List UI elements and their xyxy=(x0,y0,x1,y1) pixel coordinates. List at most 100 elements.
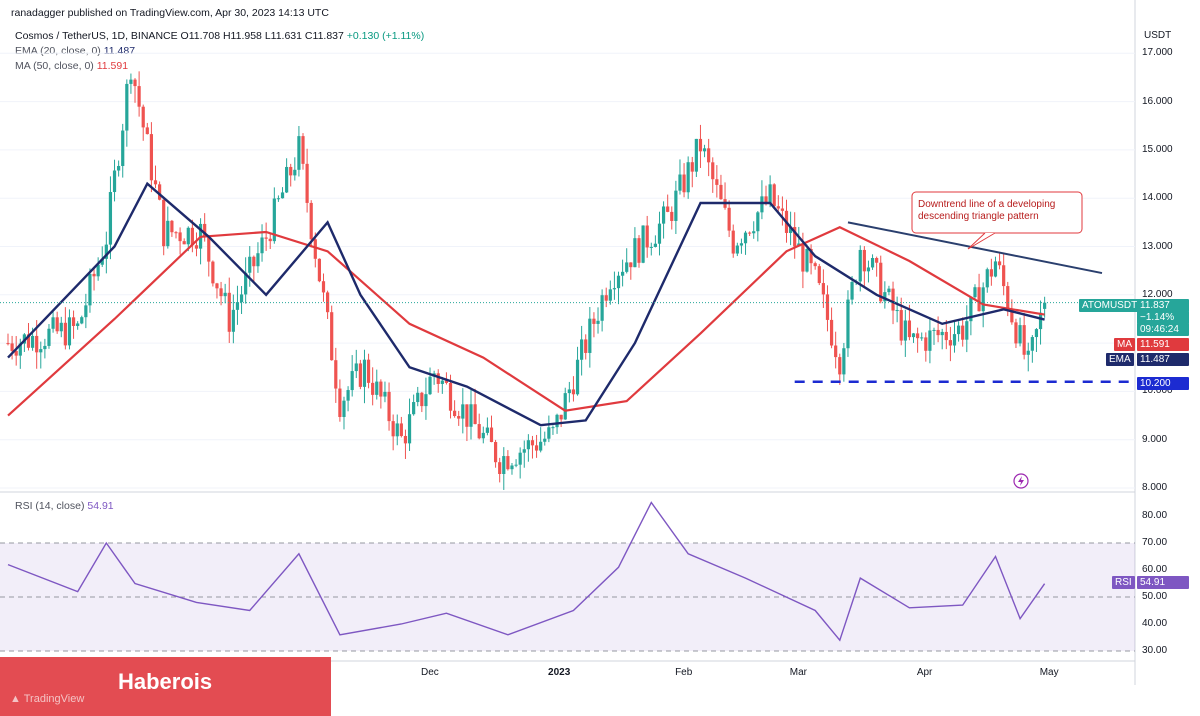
rsi-legend[interactable]: RSI (14, close) 54.91 xyxy=(15,500,114,512)
candle-body xyxy=(63,322,67,346)
candle-body xyxy=(125,83,129,131)
candle-body xyxy=(920,337,924,339)
candle-body xyxy=(366,359,371,383)
watermark-text: Haberois xyxy=(118,669,213,694)
candle-body xyxy=(276,198,281,200)
candle-body xyxy=(903,320,907,341)
candle-body xyxy=(817,266,821,284)
candle-body xyxy=(330,312,334,361)
candle-body xyxy=(362,359,367,387)
candle-body xyxy=(686,162,690,193)
price-tick-label: 9.000 xyxy=(1142,433,1168,445)
candle-body xyxy=(543,438,547,442)
candle-body xyxy=(1010,309,1014,323)
candle-body xyxy=(174,232,178,234)
candle-body xyxy=(239,294,244,303)
annotation-box xyxy=(911,191,1083,234)
candle-body xyxy=(309,202,313,240)
candle-body xyxy=(756,212,760,232)
candle-body xyxy=(248,256,252,273)
price-tick-label: 15.000 xyxy=(1142,143,1173,155)
candle-body xyxy=(338,388,342,417)
ema-legend[interactable]: EMA (20, close, 0) 11.487 xyxy=(15,45,135,57)
candle-body xyxy=(956,325,961,335)
publisher-line: ranadagger published on TradingView.com,… xyxy=(11,7,329,19)
candle-body xyxy=(559,414,563,420)
candle-body xyxy=(71,317,76,326)
candle-body xyxy=(674,190,678,221)
rsi-tick-label: 60.00 xyxy=(1142,564,1168,575)
candle-body xyxy=(137,86,141,107)
candle-body xyxy=(1002,265,1006,287)
candle-body xyxy=(829,319,834,346)
candle-body xyxy=(469,404,473,427)
candle-body xyxy=(30,335,35,348)
candle-body xyxy=(629,262,633,268)
ohlc-low: L11.631 xyxy=(264,30,302,42)
candle-body xyxy=(645,225,649,248)
candle-body xyxy=(502,456,506,475)
candle-body xyxy=(489,427,494,443)
symbol-tag: ATOMUSDT xyxy=(1079,299,1141,312)
candle-body xyxy=(280,192,285,199)
candle-body xyxy=(158,184,162,200)
candle-body xyxy=(711,162,715,180)
candle-body xyxy=(141,106,145,128)
candle-body xyxy=(752,231,756,234)
candle-body xyxy=(412,402,416,415)
candle-body xyxy=(911,333,916,338)
candle-body xyxy=(842,348,846,375)
candle-body xyxy=(252,256,256,267)
candle-body xyxy=(768,184,772,203)
candles xyxy=(6,71,1047,490)
candle-body xyxy=(866,267,871,272)
annotation-callout xyxy=(911,191,1083,250)
candle-body xyxy=(395,423,399,437)
rsi-tick-label: 50.00 xyxy=(1142,591,1168,602)
candle-body xyxy=(1043,302,1047,309)
candle-body xyxy=(436,373,440,384)
candle-body xyxy=(18,343,22,356)
price-tick-label: 10.000 xyxy=(1142,385,1173,397)
candle-body xyxy=(965,321,969,340)
candle-body xyxy=(510,465,514,470)
candle-body xyxy=(641,225,645,263)
candle-body xyxy=(678,174,682,191)
candle-body xyxy=(539,441,543,451)
candle-body xyxy=(1014,322,1018,344)
candle-body xyxy=(260,237,264,254)
candle-body xyxy=(616,275,621,289)
ohlc-open: O11.708 xyxy=(180,30,221,42)
rsi-pane xyxy=(0,542,1135,652)
tradingview-logo-text: TradingView xyxy=(23,693,85,705)
candle-body xyxy=(407,414,412,444)
candle-body xyxy=(498,462,502,475)
candle-body xyxy=(625,262,629,272)
candle-body xyxy=(256,253,260,267)
candle-body xyxy=(666,206,670,212)
candle-body xyxy=(321,281,326,293)
candle-body xyxy=(514,464,518,466)
candle-body xyxy=(621,271,625,276)
candle-body xyxy=(928,330,932,351)
candle-body xyxy=(375,381,379,395)
time-tick-label: Feb xyxy=(675,667,693,678)
candle-body xyxy=(387,391,391,422)
support-tag: 10.200 xyxy=(1137,377,1189,390)
ma-legend[interactable]: MA (50, close, 0) 11.591 xyxy=(15,60,128,72)
candle-body xyxy=(428,376,432,395)
candle-body xyxy=(977,287,981,312)
candle-body xyxy=(637,238,641,263)
candle-body xyxy=(858,249,862,282)
candle-body xyxy=(166,220,170,247)
candle-body xyxy=(133,79,137,87)
candle-body xyxy=(887,288,891,293)
candle-body xyxy=(424,394,428,407)
candle-body xyxy=(51,317,55,329)
price-tick-label: 16.000 xyxy=(1142,95,1173,107)
candle-body xyxy=(907,320,912,338)
symbol-name: Cosmos / TetherUS, 1D, BINANCE xyxy=(15,30,178,42)
candle-body xyxy=(453,410,457,417)
candle-body xyxy=(371,382,375,395)
